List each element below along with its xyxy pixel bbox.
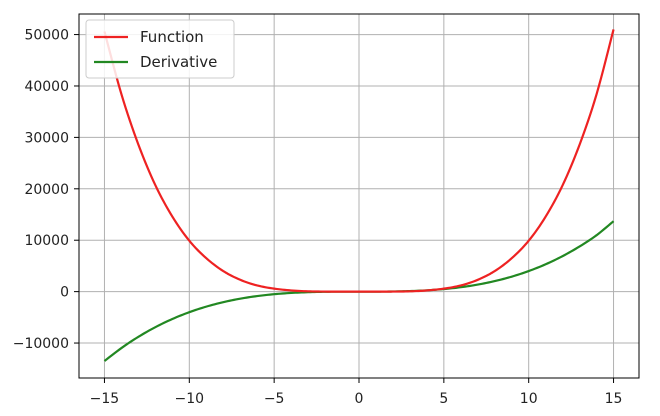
y-tick-label: 50000: [24, 28, 69, 44]
x-axis-ticks: −15 −10 −5 0 5 10 15: [90, 378, 623, 407]
grid: [79, 14, 639, 378]
x-tick-label: 10: [520, 391, 538, 407]
y-tick-label: 10000: [24, 233, 69, 249]
x-tick-label: 5: [439, 391, 448, 407]
legend: Function Derivative: [85, 19, 235, 79]
x-tick-label: −5: [264, 391, 285, 407]
y-axis-ticks: −10000 0 10000 20000 30000 40000 50000: [13, 28, 79, 352]
legend-box: [85, 19, 235, 79]
legend-label-function: Function: [140, 28, 204, 46]
x-tick-label: −10: [175, 391, 205, 407]
y-tick-label: 40000: [24, 79, 69, 95]
y-tick-label: −10000: [13, 336, 69, 352]
x-tick-label: −15: [90, 391, 120, 407]
x-tick-label: 0: [355, 391, 364, 407]
series-lines: [103, 29, 615, 362]
y-tick-label: 0: [60, 285, 69, 301]
x-tick-label: 15: [605, 391, 623, 407]
y-tick-label: 30000: [24, 130, 69, 146]
function-line: [103, 29, 615, 293]
y-tick-label: 20000: [24, 182, 69, 198]
legend-label-derivative: Derivative: [140, 53, 217, 71]
